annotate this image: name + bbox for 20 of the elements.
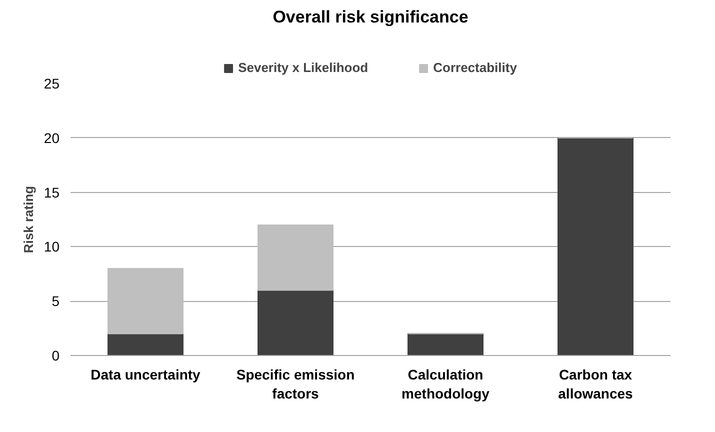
y-tick-label: 0 [52, 348, 60, 364]
bar [558, 137, 634, 356]
bar [258, 290, 334, 356]
y-tick-label: 25 [44, 76, 60, 92]
y-axis-title: Risk rating [20, 186, 36, 254]
y-tick-label: 15 [44, 184, 60, 200]
legend-label: Severity x Likelihood [238, 60, 368, 75]
y-tick-label: 5 [52, 293, 60, 310]
chart-title: Overall risk significance [272, 8, 468, 26]
bar [108, 268, 184, 334]
bar [408, 333, 484, 356]
x-tick-label: Carbon tax allowances [558, 366, 634, 402]
x-tick-label: Data uncertainty [90, 366, 201, 382]
x-tick-label: Specific emission factors [236, 366, 355, 402]
x-tick-label: Calculation methodology [402, 366, 490, 402]
bar [258, 224, 334, 291]
y-tick-label: 20 [44, 130, 60, 146]
bar [108, 333, 184, 356]
legend-label: Correctability [433, 60, 517, 75]
y-tick-label: 10 [44, 238, 60, 255]
